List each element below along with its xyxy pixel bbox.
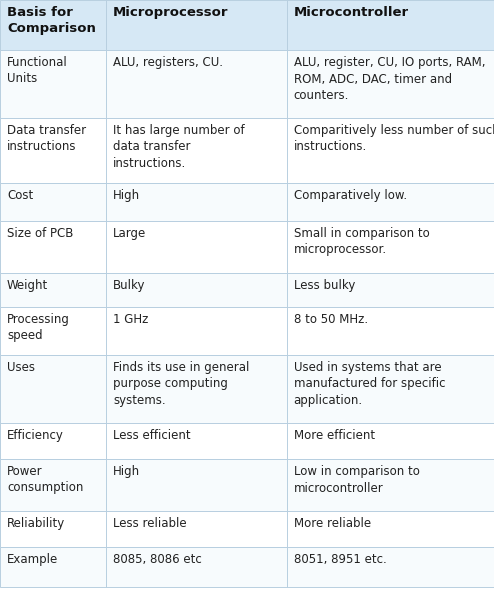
Bar [0, 221, 494, 273]
Text: Functional
Units: Functional Units [7, 56, 68, 86]
Text: Bulky: Bulky [113, 279, 146, 292]
Text: Basis for
Comparison: Basis for Comparison [7, 6, 96, 35]
Text: Power
consumption: Power consumption [7, 465, 83, 494]
Text: Comparatively low.: Comparatively low. [293, 189, 407, 202]
Text: ALU, registers, CU.: ALU, registers, CU. [113, 56, 223, 69]
Text: Efficiency: Efficiency [7, 429, 64, 442]
Text: Less efficient: Less efficient [113, 429, 191, 442]
Text: Weight: Weight [7, 279, 48, 292]
Bar [0, 50, 494, 118]
Text: Low in comparison to
microcontroller: Low in comparison to microcontroller [293, 465, 419, 494]
Text: Example: Example [7, 553, 58, 566]
Bar [0, 511, 494, 547]
Text: Uses: Uses [7, 361, 35, 374]
Text: 1 GHz: 1 GHz [113, 313, 149, 326]
Text: ALU, register, CU, IO ports, RAM,
ROM, ADC, DAC, timer and
counters.: ALU, register, CU, IO ports, RAM, ROM, A… [293, 56, 485, 102]
Text: High: High [113, 189, 140, 202]
Text: High: High [113, 465, 140, 478]
Bar [0, 459, 494, 511]
Text: 8 to 50 MHz.: 8 to 50 MHz. [293, 313, 368, 326]
Text: Finds its use in general
purpose computing
systems.: Finds its use in general purpose computi… [113, 361, 249, 407]
Text: Comparitively less number of such
instructions.: Comparitively less number of such instru… [293, 124, 494, 154]
Bar [0, 273, 494, 307]
Bar [0, 307, 494, 355]
Bar [0, 118, 494, 183]
Text: Reliability: Reliability [7, 517, 65, 530]
Text: Cost: Cost [7, 189, 33, 202]
Text: It has large number of
data transfer
instructions.: It has large number of data transfer ins… [113, 124, 245, 170]
Text: Microcontroller: Microcontroller [293, 6, 409, 19]
Text: More efficient: More efficient [293, 429, 374, 442]
Bar [0, 355, 494, 423]
Bar [0, 423, 494, 459]
Text: Used in systems that are
manufactured for specific
application.: Used in systems that are manufactured fo… [293, 361, 445, 407]
Text: Size of PCB: Size of PCB [7, 227, 74, 240]
Text: Data transfer
instructions: Data transfer instructions [7, 124, 86, 154]
Text: Processing
speed: Processing speed [7, 313, 70, 343]
Bar [0, 183, 494, 221]
Text: Small in comparison to
microprocessor.: Small in comparison to microprocessor. [293, 227, 429, 256]
Text: Large: Large [113, 227, 146, 240]
Bar [0, 0, 494, 50]
Text: More reliable: More reliable [293, 517, 370, 530]
Text: Less reliable: Less reliable [113, 517, 187, 530]
Text: 8051, 8951 etc.: 8051, 8951 etc. [293, 553, 386, 566]
Bar [0, 547, 494, 587]
Text: Microprocessor: Microprocessor [113, 6, 229, 19]
Text: 8085, 8086 etc: 8085, 8086 etc [113, 553, 202, 566]
Text: Less bulky: Less bulky [293, 279, 355, 292]
